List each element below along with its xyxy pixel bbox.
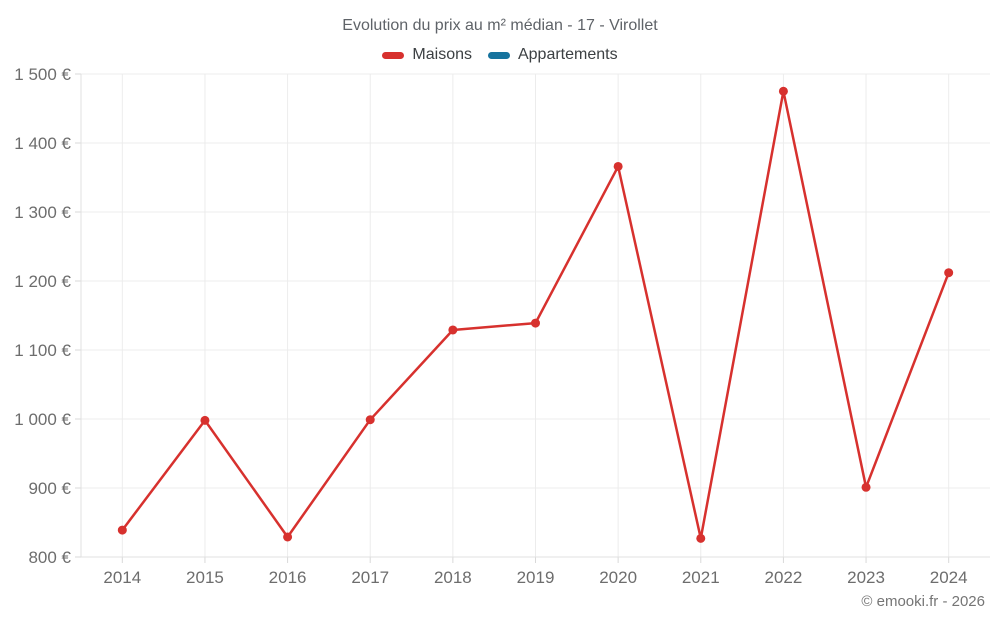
copyright-footer: © emooki.fr - 2026	[861, 593, 985, 610]
maisons-data-point[interactable]	[944, 268, 954, 278]
chart-title: Evolution du prix au m² médian - 17 - Vi…	[342, 17, 658, 34]
y-axis-label: 1 400 €	[14, 134, 71, 153]
chart-legend: Maisons Appartements	[0, 46, 1000, 64]
x-axis-label: 2015	[186, 568, 224, 587]
maisons-data-point[interactable]	[200, 415, 210, 425]
maisons-data-point[interactable]	[613, 161, 623, 171]
x-axis-label: 2014	[103, 568, 141, 587]
maisons-data-point[interactable]	[861, 482, 871, 492]
legend-item-maisons[interactable]: Maisons	[382, 46, 472, 64]
y-axis-label: 800 €	[28, 548, 71, 567]
maisons-data-point[interactable]	[117, 525, 127, 535]
maisons-data-point[interactable]	[283, 532, 293, 542]
x-axis-label: 2017	[351, 568, 389, 587]
x-axis-label: 2020	[599, 568, 637, 587]
y-axis-label: 900 €	[28, 479, 71, 498]
maisons-data-point[interactable]	[531, 318, 540, 328]
x-axis-label: 2018	[434, 568, 472, 587]
x-axis-label: 2016	[269, 568, 307, 587]
x-axis-label: 2024	[930, 568, 968, 587]
maisons-data-point[interactable]	[696, 533, 706, 543]
y-axis-label: 1 000 €	[14, 410, 71, 429]
x-axis-label: 2023	[847, 568, 885, 587]
y-axis-label: 1 300 €	[14, 203, 71, 222]
x-axis-label: 2019	[517, 568, 555, 587]
x-axis-label: 2021	[682, 568, 720, 587]
legend-label-appartements: Appartements	[517, 46, 618, 63]
x-axis-label: 2022	[764, 568, 802, 587]
appartements-series-swatch-icon	[487, 51, 510, 59]
legend-item-appartements[interactable]: Appartements	[487, 46, 618, 64]
maisons-data-point[interactable]	[365, 415, 375, 425]
y-axis-label: 1 500 €	[14, 65, 71, 84]
y-axis-label: 1 100 €	[14, 341, 71, 360]
legend-label-maisons: Maisons	[412, 46, 472, 63]
maisons-data-point[interactable]	[778, 86, 788, 96]
maisons-series-swatch-icon	[382, 51, 405, 59]
maisons-data-point[interactable]	[448, 325, 458, 335]
y-axis-label: 1 200 €	[14, 272, 71, 291]
